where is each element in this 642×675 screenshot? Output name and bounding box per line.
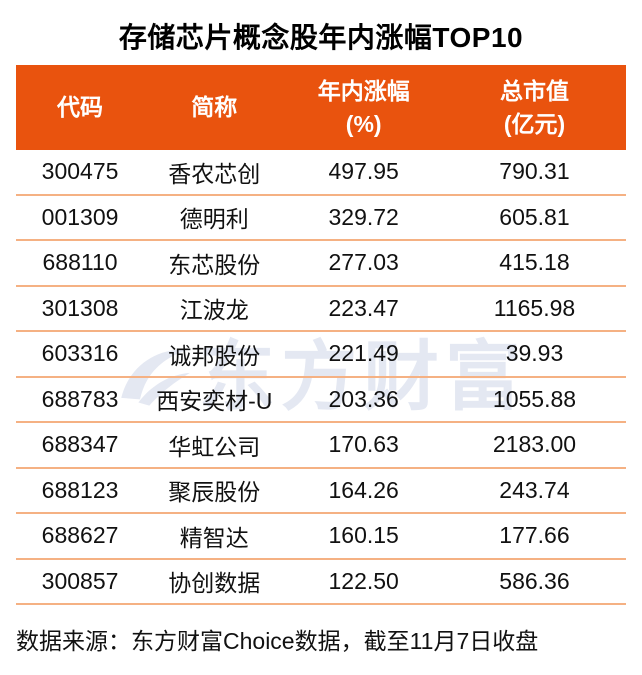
stock-code: 300857	[41, 567, 119, 594]
table-row: 301308 江波龙 223.47 1165.98	[16, 287, 626, 332]
stock-name: 协创数据	[168, 570, 261, 597]
ytd-gain-value: 203.36	[328, 385, 399, 412]
ytd-gain-value: 164.26	[328, 476, 399, 503]
table-row: 688627 精智达 160.15 177.66	[16, 514, 626, 560]
column-header-code: 代码	[16, 65, 144, 150]
ytd-gain-value: 223.47	[328, 294, 399, 321]
table-row: 001309 德明利 329.72 605.81	[16, 196, 626, 241]
stock-name: 西安奕材-U	[156, 388, 273, 415]
market-cap-value: 1055.88	[492, 385, 577, 412]
stock-code: 688123	[41, 476, 119, 503]
stock-code: 001309	[41, 203, 119, 230]
ytd-gain-value: 497.95	[328, 158, 399, 185]
column-header-name-label: 简称	[191, 94, 238, 121]
stock-name: 诚邦股份	[168, 342, 261, 369]
table-row: 300475 香农芯创 497.95 790.31	[16, 150, 626, 196]
stock-code: 688627	[41, 522, 119, 549]
stock-code: 688347	[41, 431, 119, 458]
market-cap-value: 586.36	[499, 567, 570, 594]
stock-code: 688783	[41, 385, 119, 412]
market-cap-value: 177.66	[499, 522, 570, 549]
stock-name: 精智达	[179, 524, 249, 551]
stock-name: 东芯股份	[168, 251, 261, 278]
table-row: 688110 东芯股份 277.03 415.18	[16, 241, 626, 287]
page-title: 存储芯片概念股年内涨幅TOP10	[118, 22, 524, 53]
market-cap-value: 790.31	[499, 158, 570, 185]
stocks-table: 代码 简称 年内涨幅 (%) 总市值 (亿元) 300475 香农芯创 497.…	[16, 65, 626, 605]
table-row: 688123 聚辰股份 164.26 243.74	[16, 469, 626, 514]
ytd-gain-value: 170.63	[328, 431, 399, 458]
stock-code: 301308	[41, 294, 119, 321]
stock-name: 德明利	[179, 206, 249, 233]
column-header-name: 简称	[144, 65, 284, 150]
column-header-gain-label: 年内涨幅	[317, 77, 410, 104]
market-cap-value: 39.93	[505, 340, 564, 367]
stock-code: 603316	[41, 340, 119, 367]
market-cap-value: 605.81	[499, 203, 570, 230]
market-cap-value: 243.74	[499, 476, 570, 503]
column-header-cap-label: 总市值	[499, 77, 569, 104]
table-body: 300475 香农芯创 497.95 790.31 001309 德明利 329…	[16, 150, 626, 605]
stock-code: 300475	[41, 158, 119, 185]
table-row: 603316 诚邦股份 221.49 39.93	[16, 332, 626, 378]
ytd-gain-value: 277.03	[328, 249, 399, 276]
table-row: 688783 西安奕材-U 203.36 1055.88	[16, 378, 626, 423]
table-row: 688347 华虹公司 170.63 2183.00	[16, 423, 626, 469]
data-source-note: 数据来源：东方财富Choice数据，截至11月7日收盘	[16, 628, 539, 654]
column-header-gain: 年内涨幅 (%)	[284, 65, 443, 150]
ytd-gain-value: 329.72	[328, 203, 399, 230]
ytd-gain-value: 221.49	[328, 340, 399, 367]
column-header-code-label: 代码	[57, 94, 104, 121]
ytd-gain-value: 122.50	[328, 567, 399, 594]
stock-name: 华虹公司	[168, 433, 261, 460]
table-header-row: 代码 简称 年内涨幅 (%) 总市值 (亿元)	[16, 65, 626, 150]
market-cap-value: 415.18	[499, 249, 570, 276]
table-row: 300857 协创数据 122.50 586.36	[16, 560, 626, 605]
column-header-gain-unit: (%)	[345, 110, 382, 137]
stock-name: 香农芯创	[168, 160, 261, 187]
stock-code: 688110	[42, 249, 118, 276]
ytd-gain-value: 160.15	[328, 522, 399, 549]
stock-name: 聚辰股份	[168, 479, 261, 506]
stock-name: 江波龙	[179, 297, 249, 324]
column-header-cap: 总市值 (亿元)	[443, 65, 626, 150]
market-cap-value: 1165.98	[493, 294, 576, 321]
market-cap-value: 2183.00	[492, 431, 577, 458]
column-header-cap-unit: (亿元)	[503, 110, 566, 137]
